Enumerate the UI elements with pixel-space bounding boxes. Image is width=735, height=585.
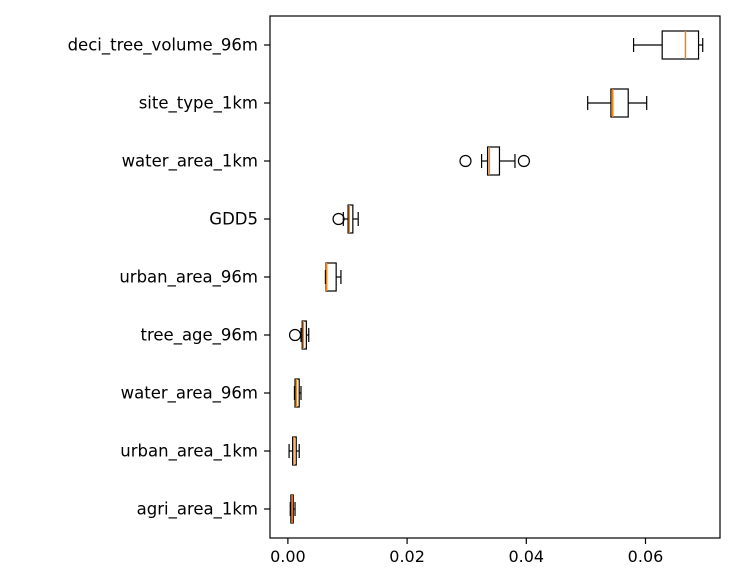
box-group (587, 88, 648, 118)
box-group (288, 436, 300, 466)
outlier-point (332, 212, 345, 226)
box-iqr (661, 30, 700, 60)
box-group (293, 378, 302, 408)
box-group (459, 146, 531, 176)
box-iqr (347, 204, 354, 234)
y-tick-label: water_area_1km (122, 152, 258, 172)
box-iqr (610, 88, 629, 118)
box-group (289, 494, 296, 524)
x-tick-label: 0.02 (389, 547, 425, 566)
y-tick-label: water_area_96m (121, 384, 258, 404)
x-tick-label: 0.00 (270, 547, 306, 566)
y-tick-label: tree_age_96m (141, 326, 259, 346)
plot-area (288, 30, 704, 524)
box-group (288, 320, 310, 350)
axes: deci_tree_volume_96m site_type_1km water_a… (68, 36, 664, 567)
y-tick-label: agri_area_1km (137, 500, 258, 520)
y-tick-label: GDD5 (209, 210, 258, 229)
outlier-point (517, 154, 531, 168)
box-iqr (294, 378, 300, 408)
y-tick-label: urban_area_96m (119, 268, 258, 288)
x-tick-label: 0.06 (628, 547, 664, 566)
box-iqr (486, 146, 501, 176)
x-tick-label: 0.04 (508, 547, 544, 566)
outlier-point (288, 328, 302, 342)
box-group (632, 30, 704, 60)
box-group (324, 262, 342, 292)
y-tick-label: deci_tree_volume_96m (68, 36, 258, 56)
box-group (332, 204, 359, 234)
y-tick-label: site_type_1km (139, 94, 258, 114)
y-tick-label: urban_area_1km (120, 442, 258, 462)
box-iqr (301, 320, 307, 350)
outlier-point (459, 154, 472, 168)
